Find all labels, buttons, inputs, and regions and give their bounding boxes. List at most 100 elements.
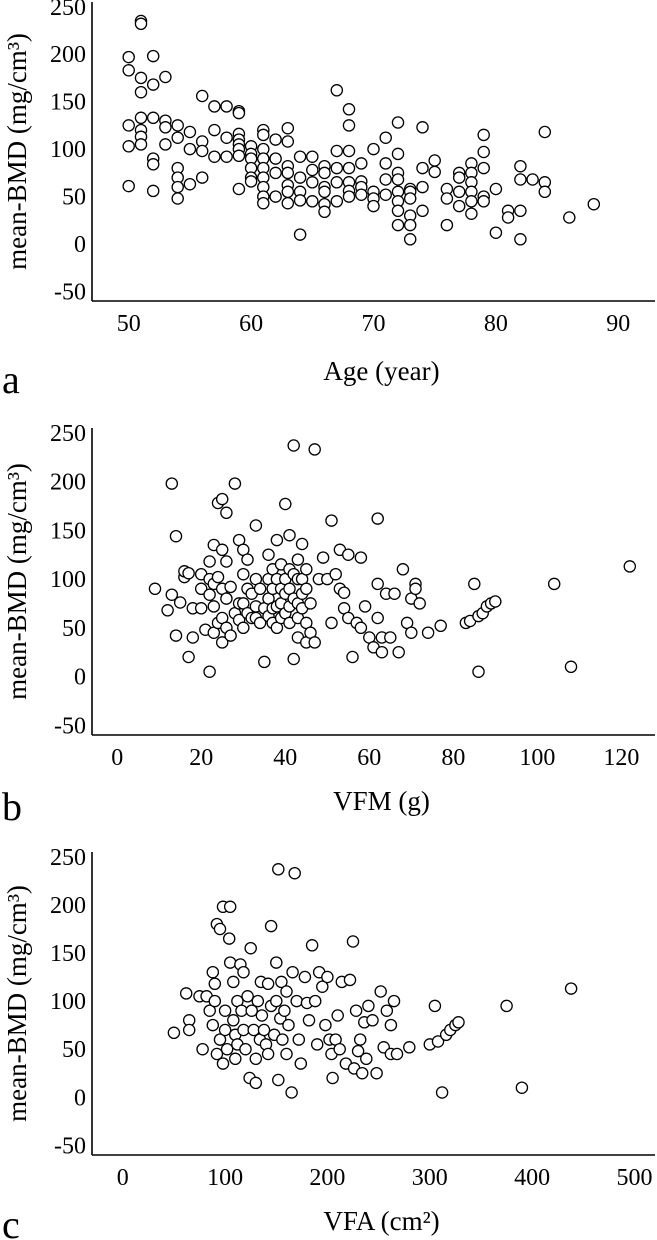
data-point [122,64,135,77]
data-point [285,1086,298,1099]
data-point [194,602,208,615]
y-tick-label: 50 [62,1037,86,1063]
y-tick-label: 150 [50,941,86,967]
x-tick-label: 100 [519,745,555,771]
data-point [280,985,293,998]
data-point [391,218,405,232]
data-point [171,180,184,194]
data-point [330,176,344,189]
data-point [304,597,317,610]
x-axis-label: VFM (g) [333,786,430,816]
x-tick-label: 80 [441,745,465,771]
data-point [452,1016,465,1029]
y-tick-label: 50 [62,616,86,642]
data-point [227,1014,240,1027]
data-point [351,1044,365,1058]
data-point [308,443,321,456]
data-point [279,497,292,511]
y-tick-label: 150 [50,90,86,116]
data-point [195,89,209,103]
data-point [623,560,637,573]
data-point [262,548,275,561]
data-point [224,629,237,642]
y-tick-label: -50 [54,713,86,739]
data-point [165,477,179,490]
data-point [222,932,236,945]
data-point [257,1023,271,1037]
data-point [293,150,307,163]
x-tick-label: 120 [603,745,639,771]
data-point [421,626,435,639]
data-point [280,1047,293,1061]
data-point [232,182,246,196]
x-tick-label: 0 [117,1165,129,1191]
data-point [346,935,360,948]
data-point [452,171,466,184]
x-tick-label: 200 [309,1165,345,1191]
data-point [391,204,405,218]
data-point [264,919,278,933]
data-point [293,171,307,184]
data-point [587,197,601,211]
data-point [321,970,334,984]
data-point [500,999,513,1013]
data-point [333,1042,346,1056]
data-point [275,975,288,989]
data-point [220,150,233,163]
data-point [353,1033,367,1046]
data-point [293,194,307,207]
data-point [161,604,174,617]
data-point [244,941,257,955]
data-point [196,1042,209,1056]
data-point [195,144,209,158]
data-point [293,228,307,241]
data-point [194,582,208,596]
data-point [278,1004,291,1017]
x-tick-label: 300 [412,1165,448,1191]
data-point [270,533,284,547]
data-point [342,103,356,116]
data-point [325,616,338,630]
data-point [349,1004,363,1017]
data-point [223,900,237,914]
data-point [270,994,283,1008]
data-point [203,555,216,568]
data-point [434,619,447,633]
data-point [183,177,197,191]
data-point [290,994,303,1008]
x-tick-label: 20 [189,745,213,771]
data-point [272,863,285,876]
data-point [220,131,233,144]
data-point [489,595,502,608]
data-point [477,128,490,142]
data-point [371,577,384,591]
data-point [342,161,356,175]
data-point [477,161,490,175]
data-point [379,173,392,186]
data-point [183,142,197,156]
data-point [465,207,478,220]
data-point [237,621,250,635]
data-point [435,1086,449,1099]
data-point [379,131,392,144]
data-point [232,106,246,120]
data-point [388,587,401,600]
y-tick-label: 100 [50,137,86,163]
data-point [302,1014,316,1027]
data-point [330,84,344,97]
data-point [215,492,229,506]
y-tick-label: 100 [50,567,86,593]
data-point [403,1041,416,1054]
data-point [179,987,193,1000]
data-point [286,965,299,979]
data-point [370,1066,383,1080]
data-point [319,1018,332,1032]
data-point [281,196,295,210]
x-tick-label: 40 [273,745,297,771]
data-point [134,71,148,85]
data-point [514,233,527,246]
data-point [232,149,246,163]
data-point [182,566,195,580]
data-point [146,78,160,91]
data-point [392,645,405,659]
